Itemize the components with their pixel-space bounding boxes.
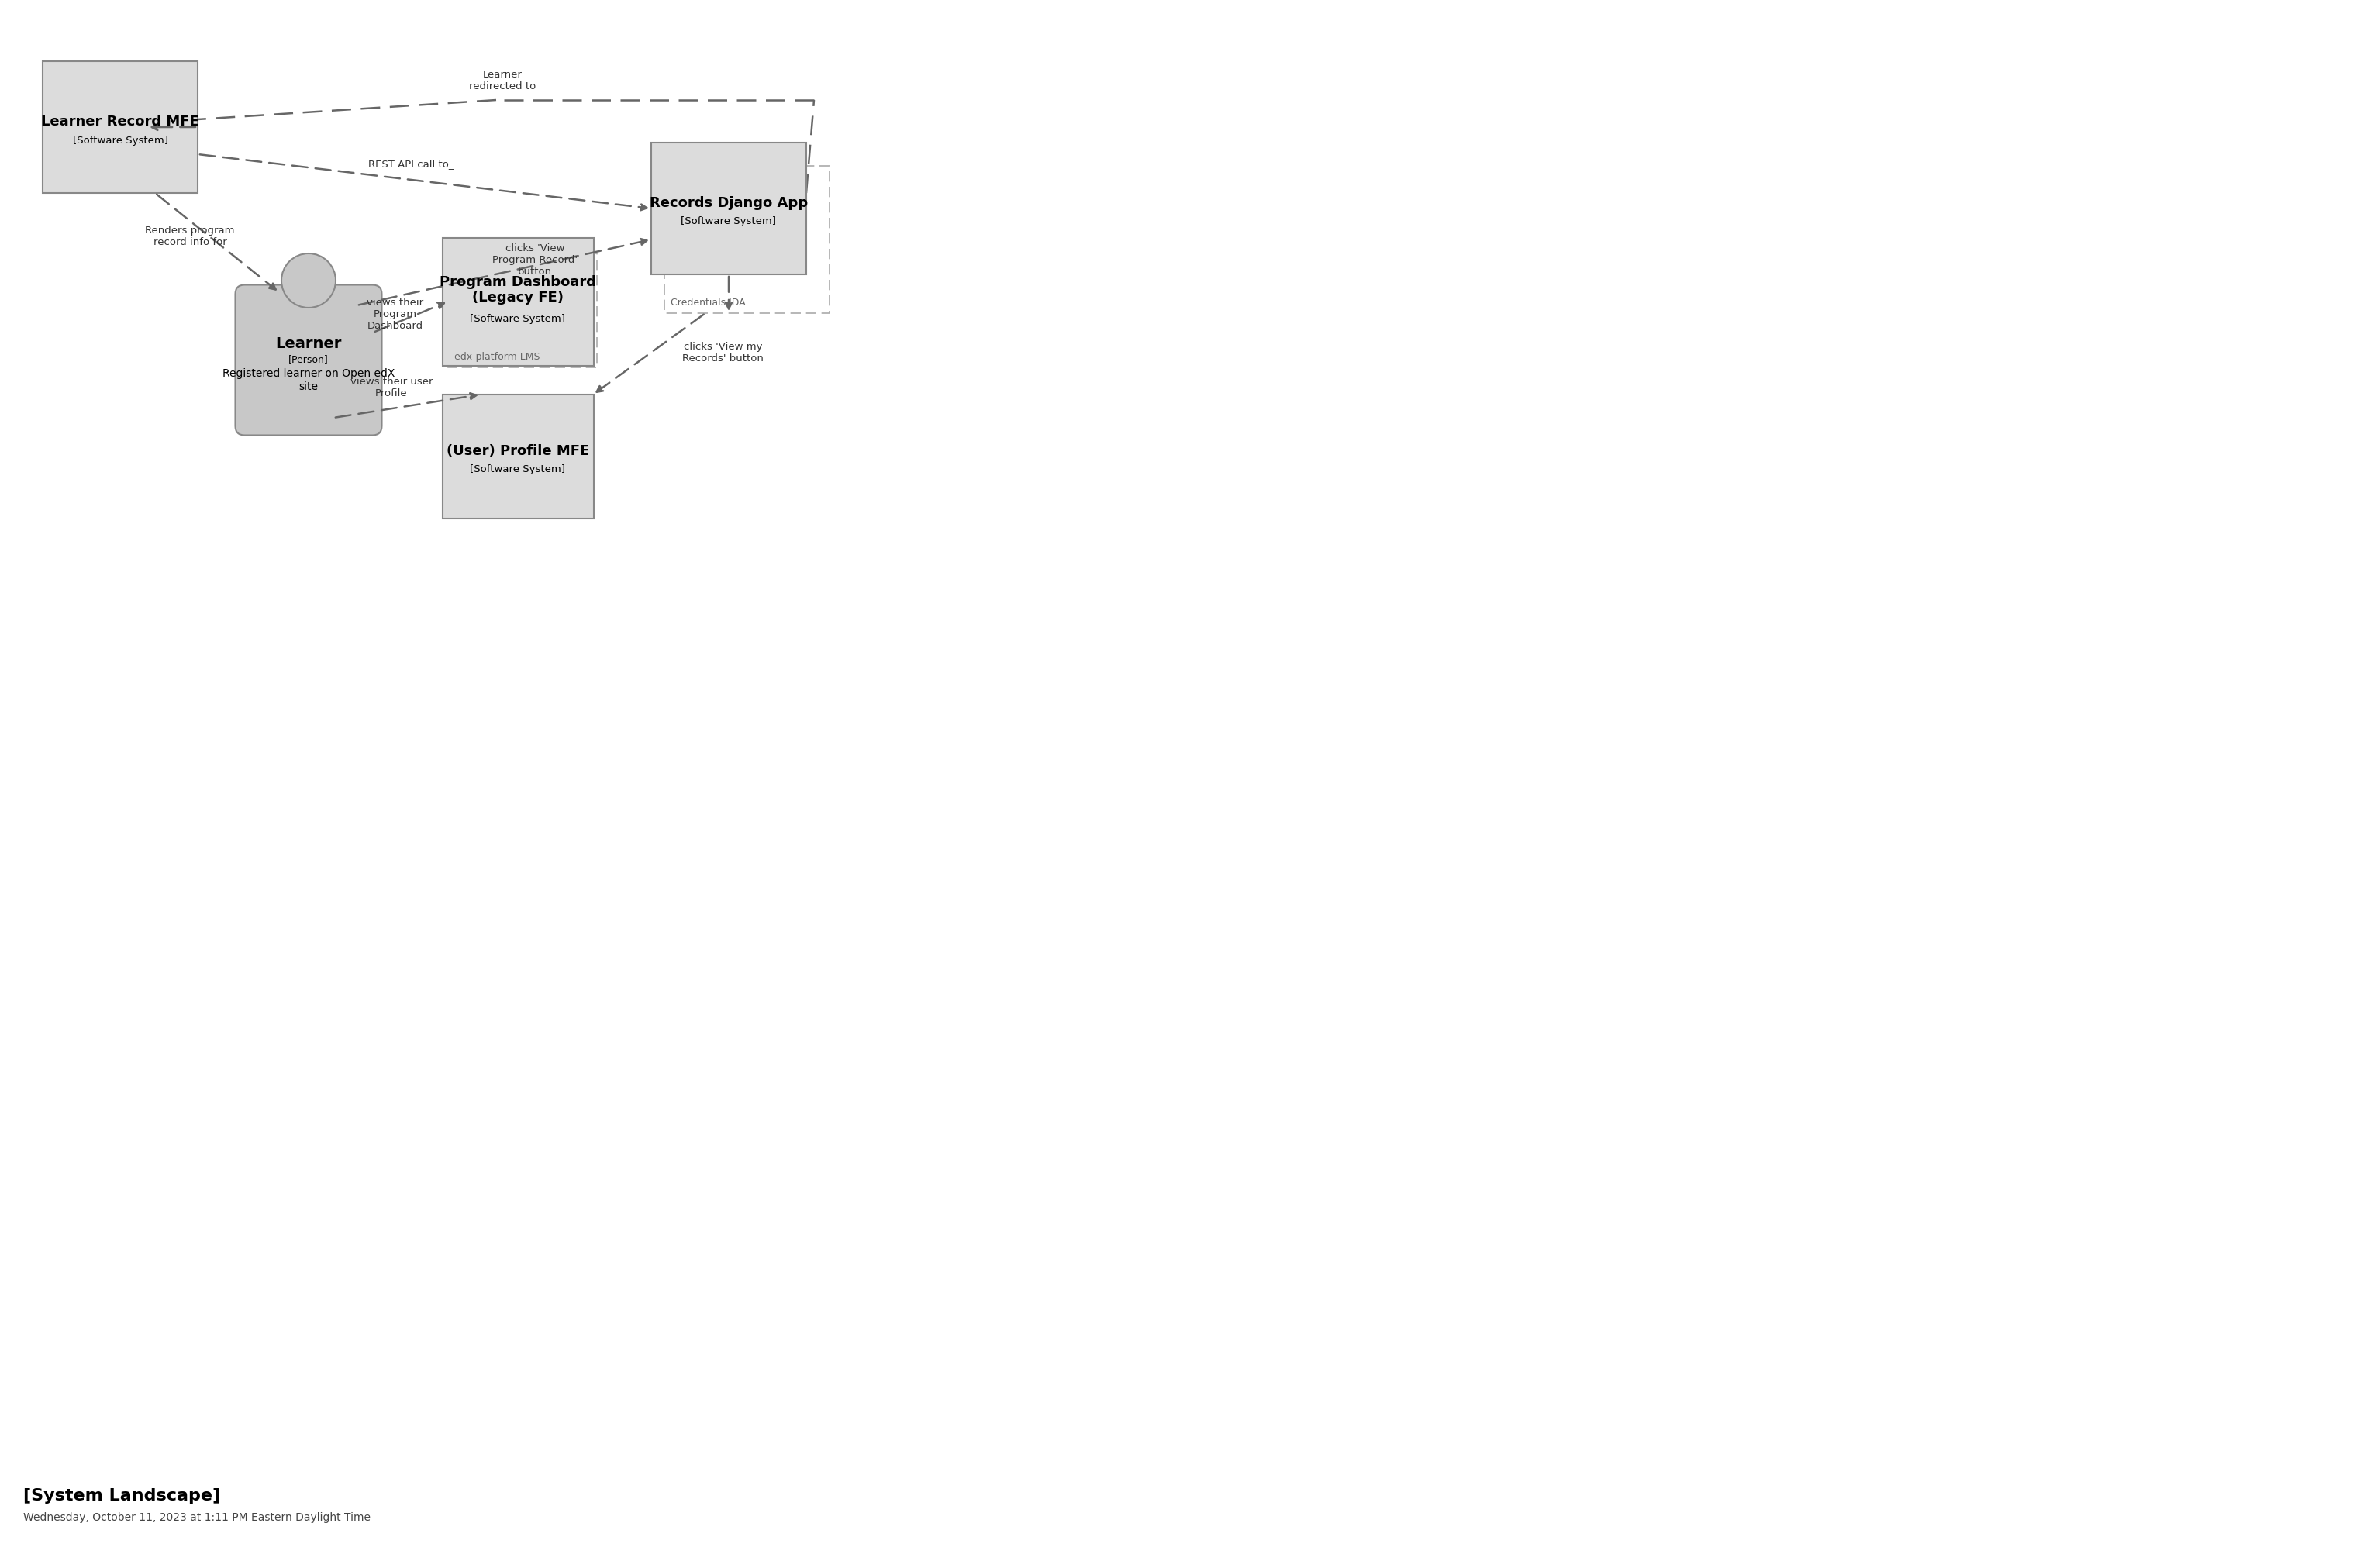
Text: Registered learner on Open edX
site: Registered learner on Open edX site xyxy=(221,368,395,392)
Text: Program Dashboard
(Legacy FE): Program Dashboard (Legacy FE) xyxy=(440,275,595,304)
Text: Learner
redirected to: Learner redirected to xyxy=(469,70,536,92)
Circle shape xyxy=(281,254,336,309)
Text: Learner: Learner xyxy=(276,336,343,351)
Text: clicks 'View
Program Record'
button: clicks 'View Program Record' button xyxy=(493,244,578,276)
Text: [Software System]: [Software System] xyxy=(681,217,776,226)
Text: (User) Profile MFE: (User) Profile MFE xyxy=(447,443,590,457)
Text: REST API call to_: REST API call to_ xyxy=(369,159,455,169)
Text: clicks 'View my
Records' button: clicks 'View my Records' button xyxy=(683,342,764,364)
Text: Wednesday, October 11, 2023 at 1:11 PM Eastern Daylight Time: Wednesday, October 11, 2023 at 1:11 PM E… xyxy=(24,1511,371,1522)
FancyBboxPatch shape xyxy=(236,286,381,436)
Text: [Software System]: [Software System] xyxy=(71,136,169,145)
Text: edx-platform LMS: edx-platform LMS xyxy=(455,351,540,362)
FancyBboxPatch shape xyxy=(443,395,593,520)
FancyBboxPatch shape xyxy=(43,62,198,194)
Text: [Software System]: [Software System] xyxy=(471,314,566,325)
Text: Credentials IDA: Credentials IDA xyxy=(671,298,745,308)
Text: Learner Record MFE: Learner Record MFE xyxy=(40,114,200,128)
Text: Renders program
record info for: Renders program record info for xyxy=(145,225,236,247)
FancyBboxPatch shape xyxy=(652,144,807,275)
Text: views their user
Profile: views their user Profile xyxy=(350,376,433,398)
FancyBboxPatch shape xyxy=(443,239,593,365)
Text: [Person]: [Person] xyxy=(288,354,328,364)
Text: [Software System]: [Software System] xyxy=(471,465,566,475)
Text: views their
Program
Dashboard: views their Program Dashboard xyxy=(367,297,424,331)
Text: [System Landscape]: [System Landscape] xyxy=(24,1488,221,1503)
Text: Records Django App: Records Django App xyxy=(650,197,807,209)
